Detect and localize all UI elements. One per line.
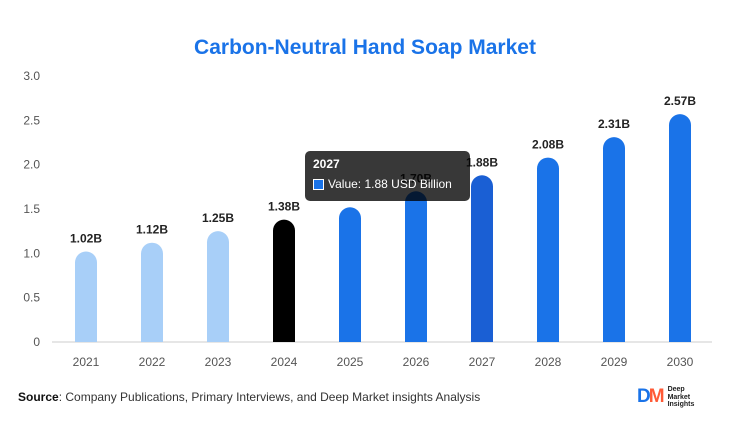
bar-2029[interactable] [603, 137, 625, 342]
bar-2025[interactable] [339, 207, 361, 342]
data-label-2023: 1.25B [202, 211, 234, 225]
value-tooltip: 2027 Value: 1.88 USD Billion [305, 151, 470, 201]
x-tick-label-2025: 2025 [337, 355, 364, 369]
y-tick-label: 1.5 [23, 202, 40, 216]
x-tick-label-2027: 2027 [469, 355, 496, 369]
y-tick-label: 0.5 [23, 291, 40, 305]
data-label-2030: 2.57B [664, 94, 696, 108]
x-tick-label-2026: 2026 [403, 355, 430, 369]
x-tick-label-2028: 2028 [535, 355, 562, 369]
y-axis-ticks: 0 0.5 1.0 1.5 2.0 2.5 3.0 [23, 69, 40, 349]
data-label-2029: 2.31B [598, 117, 630, 131]
source-label: Source [18, 390, 59, 404]
x-tick-label-2030: 2030 [667, 355, 694, 369]
bar-2026[interactable] [405, 191, 427, 342]
y-tick-label: 3.0 [23, 69, 40, 83]
x-axis-ticks: 2021 2022 2023 2024 2025 2026 2027 2028 2029 2030 [73, 355, 694, 369]
data-label-2027: 1.88B [466, 155, 498, 169]
bar-2027[interactable] [471, 175, 493, 342]
data-label-2028: 2.08B [532, 138, 564, 152]
y-tick-label: 0 [33, 335, 40, 349]
logo-mark: DM [637, 386, 665, 408]
company-logo: DM Deep Market Insights [637, 386, 694, 409]
tooltip-swatch [313, 178, 324, 190]
bar-2030[interactable] [669, 114, 691, 342]
bar-2022[interactable] [141, 242, 163, 342]
source-text: : Company Publications, Primary Intervie… [58, 390, 481, 404]
bar-2023[interactable] [207, 231, 229, 342]
source-note: Source: Company Publications, Primary In… [18, 390, 480, 404]
bar-2024[interactable] [273, 219, 295, 342]
bar-2028[interactable] [537, 157, 559, 342]
tooltip-row: Value: 1.88 USD Billion [313, 177, 462, 191]
tooltip-value: Value: 1.88 USD Billion [328, 177, 452, 191]
x-tick-label-2024: 2024 [271, 355, 298, 369]
data-label-2022: 1.12B [136, 223, 168, 237]
tooltip-title: 2027 [313, 157, 340, 171]
bars-group [75, 114, 691, 342]
logo-wordmark: Deep Market Insights [667, 386, 695, 408]
y-tick-label: 1.0 [23, 246, 40, 260]
y-tick-label: 2.5 [23, 113, 40, 127]
chart-title: Carbon-Neutral Hand Soap Market [194, 36, 536, 59]
y-tick-label: 2.0 [23, 158, 40, 172]
x-tick-label-2023: 2023 [205, 355, 232, 369]
bar-2021[interactable] [75, 251, 97, 342]
x-tick-label-2029: 2029 [601, 355, 628, 369]
x-tick-label-2021: 2021 [73, 355, 100, 369]
data-label-2021: 1.02B [70, 232, 102, 246]
data-label-2024: 1.38B [268, 200, 300, 214]
x-tick-label-2022: 2022 [139, 355, 166, 369]
